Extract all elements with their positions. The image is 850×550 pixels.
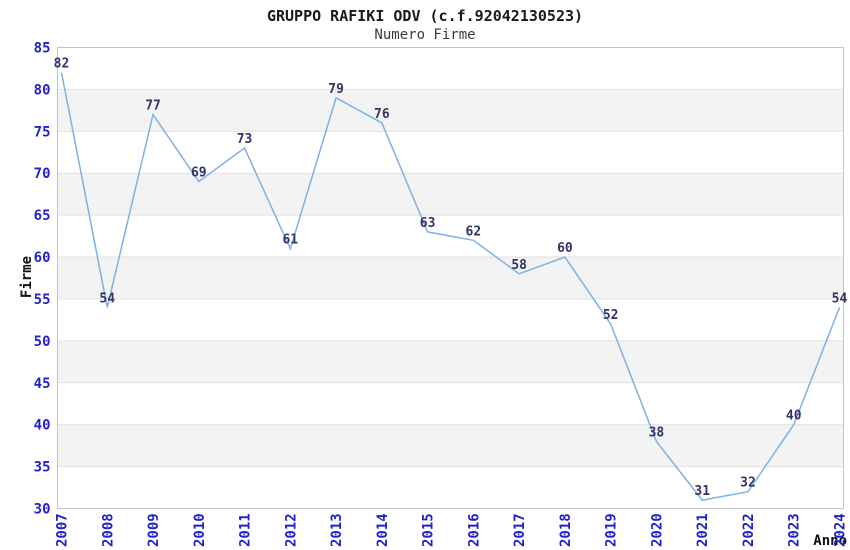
data-point-label: 76 [374, 107, 390, 122]
y-tick-label: 35 [34, 460, 51, 476]
data-point-label: 73 [237, 132, 253, 147]
x-tick-label: 2008 [100, 513, 116, 547]
data-point-label: 77 [145, 99, 161, 114]
x-tick-label: 2010 [192, 513, 208, 547]
data-point-label: 54 [832, 291, 848, 306]
y-tick-label: 65 [34, 208, 51, 224]
x-tick-label: 2020 [649, 513, 665, 547]
y-tick-label: 80 [34, 82, 51, 98]
x-tick-label: 2019 [604, 513, 620, 547]
data-point-label: 52 [603, 308, 619, 323]
plot-border [57, 47, 844, 509]
plot-band [57, 340, 844, 383]
data-point-label: 69 [191, 166, 207, 181]
data-point-label: 54 [99, 291, 115, 306]
y-tick-label: 55 [34, 292, 51, 308]
data-point-label: 60 [557, 241, 573, 256]
y-tick-label: 60 [34, 250, 51, 266]
x-tick-label: 2016 [466, 513, 482, 547]
data-point-label: 63 [420, 216, 436, 231]
x-tick-label: 2021 [695, 513, 711, 547]
x-tick-label: 2011 [238, 513, 254, 547]
chart-subtitle: Numero Firme [374, 27, 476, 43]
data-point-label: 61 [282, 233, 298, 248]
plot-band [57, 424, 844, 467]
x-tick-label: 2013 [329, 513, 345, 547]
y-tick-label: 45 [34, 376, 51, 392]
y-tick-label: 40 [34, 418, 51, 434]
x-tick-label: 2024 [833, 513, 849, 547]
x-tick-label: 2023 [787, 513, 803, 547]
data-point-label: 79 [328, 82, 344, 97]
data-point-label: 40 [786, 409, 802, 424]
y-tick-label: 70 [34, 166, 51, 182]
x-tick-label: 2017 [512, 513, 528, 547]
data-point-label: 31 [694, 484, 710, 499]
x-tick-label: 2014 [375, 513, 391, 547]
chart-title: GRUPPO RAFIKI ODV (c.f.92042130523) [266, 7, 584, 25]
x-tick-label: 2007 [55, 513, 71, 547]
series-line [60, 72, 841, 501]
x-tick-label: 2012 [283, 513, 299, 547]
data-point-label: 38 [649, 425, 665, 440]
y-tick-label: 30 [34, 502, 51, 518]
data-point-label: 58 [511, 258, 527, 273]
plot-band [57, 173, 844, 216]
x-tick-label: 2022 [741, 513, 757, 547]
x-tick-label: 2015 [421, 513, 437, 547]
plot-band [57, 257, 844, 299]
data-point-label: 32 [740, 476, 756, 491]
y-tick-label: 50 [34, 334, 51, 350]
data-point-label: 62 [466, 224, 482, 239]
plot-band [57, 89, 844, 132]
x-axis-title: Anno [813, 533, 847, 549]
y-tick-label: 75 [34, 124, 51, 140]
x-tick-label: 2009 [146, 513, 162, 547]
data-point-label: 82 [54, 57, 70, 72]
x-tick-label: 2018 [558, 513, 574, 547]
y-tick-label: 85 [34, 41, 51, 57]
